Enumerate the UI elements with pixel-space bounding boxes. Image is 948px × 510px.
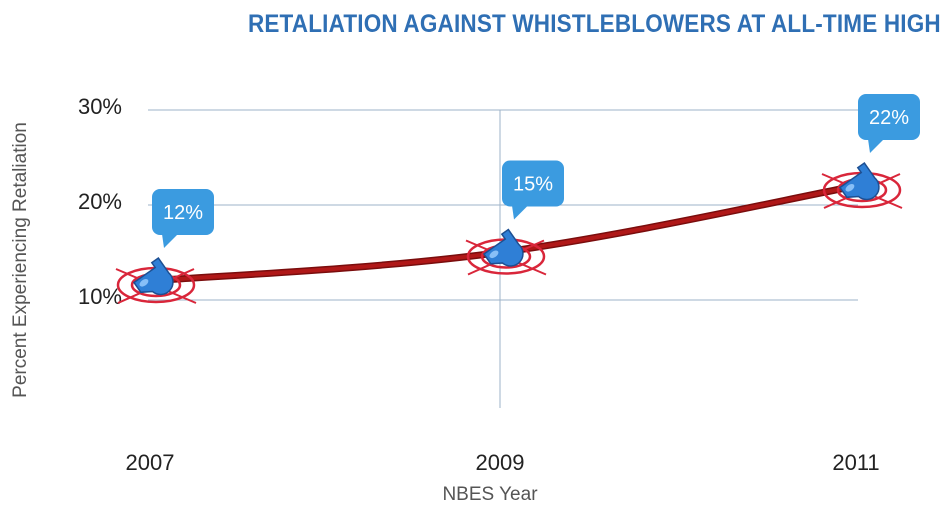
whistle-highlight (489, 250, 499, 259)
bubble-tail (868, 139, 884, 153)
data-label-bubble: 22% (858, 94, 920, 153)
data-label-layer: 12% 15% 22% (152, 94, 920, 248)
whistle-body (482, 228, 524, 267)
marker-layer (115, 162, 903, 304)
x-axis-title: NBES Year (442, 484, 538, 505)
data-label-bubble: 15% (502, 160, 564, 220)
whistle-icon (482, 228, 524, 267)
data-label-bubble: 12% (152, 189, 214, 248)
data-label: 15% (513, 174, 553, 196)
y-axis-title: Percent Experiencing Retaliation (10, 122, 31, 398)
y-tick-label: 20% (78, 189, 122, 214)
grid-layer (148, 109, 858, 408)
whistle-icon (838, 162, 880, 201)
y-tick-labels: 10% 20% 30% (78, 94, 122, 309)
whistle-target-marker (465, 228, 547, 276)
bubble-tail (162, 234, 178, 248)
data-label: 22% (869, 107, 909, 129)
whistle-body (132, 257, 174, 296)
y-tick-label: 30% (78, 94, 122, 119)
x-tick-label: 2009 (476, 450, 525, 475)
whistle-target-marker (821, 162, 903, 209)
y-tick-label: 10% (78, 284, 122, 309)
whistle-highlight (845, 184, 855, 192)
x-tick-labels: 2007 2009 2011 (126, 450, 880, 475)
whistle-icon (132, 257, 174, 296)
chart-title: RETALIATION AGAINST WHISTLEBLOWERS AT AL… (247, 10, 941, 38)
x-tick-label: 2011 (832, 450, 879, 475)
whistle-highlight (139, 279, 149, 287)
whistle-body (838, 162, 880, 201)
bubble-box (858, 94, 920, 140)
bubble-tail (512, 205, 528, 220)
bubble-box (502, 160, 564, 207)
bubble-box (152, 189, 214, 235)
data-label: 12% (163, 202, 203, 224)
whistle-target-marker (115, 257, 197, 304)
x-tick-label: 2007 (126, 450, 175, 475)
